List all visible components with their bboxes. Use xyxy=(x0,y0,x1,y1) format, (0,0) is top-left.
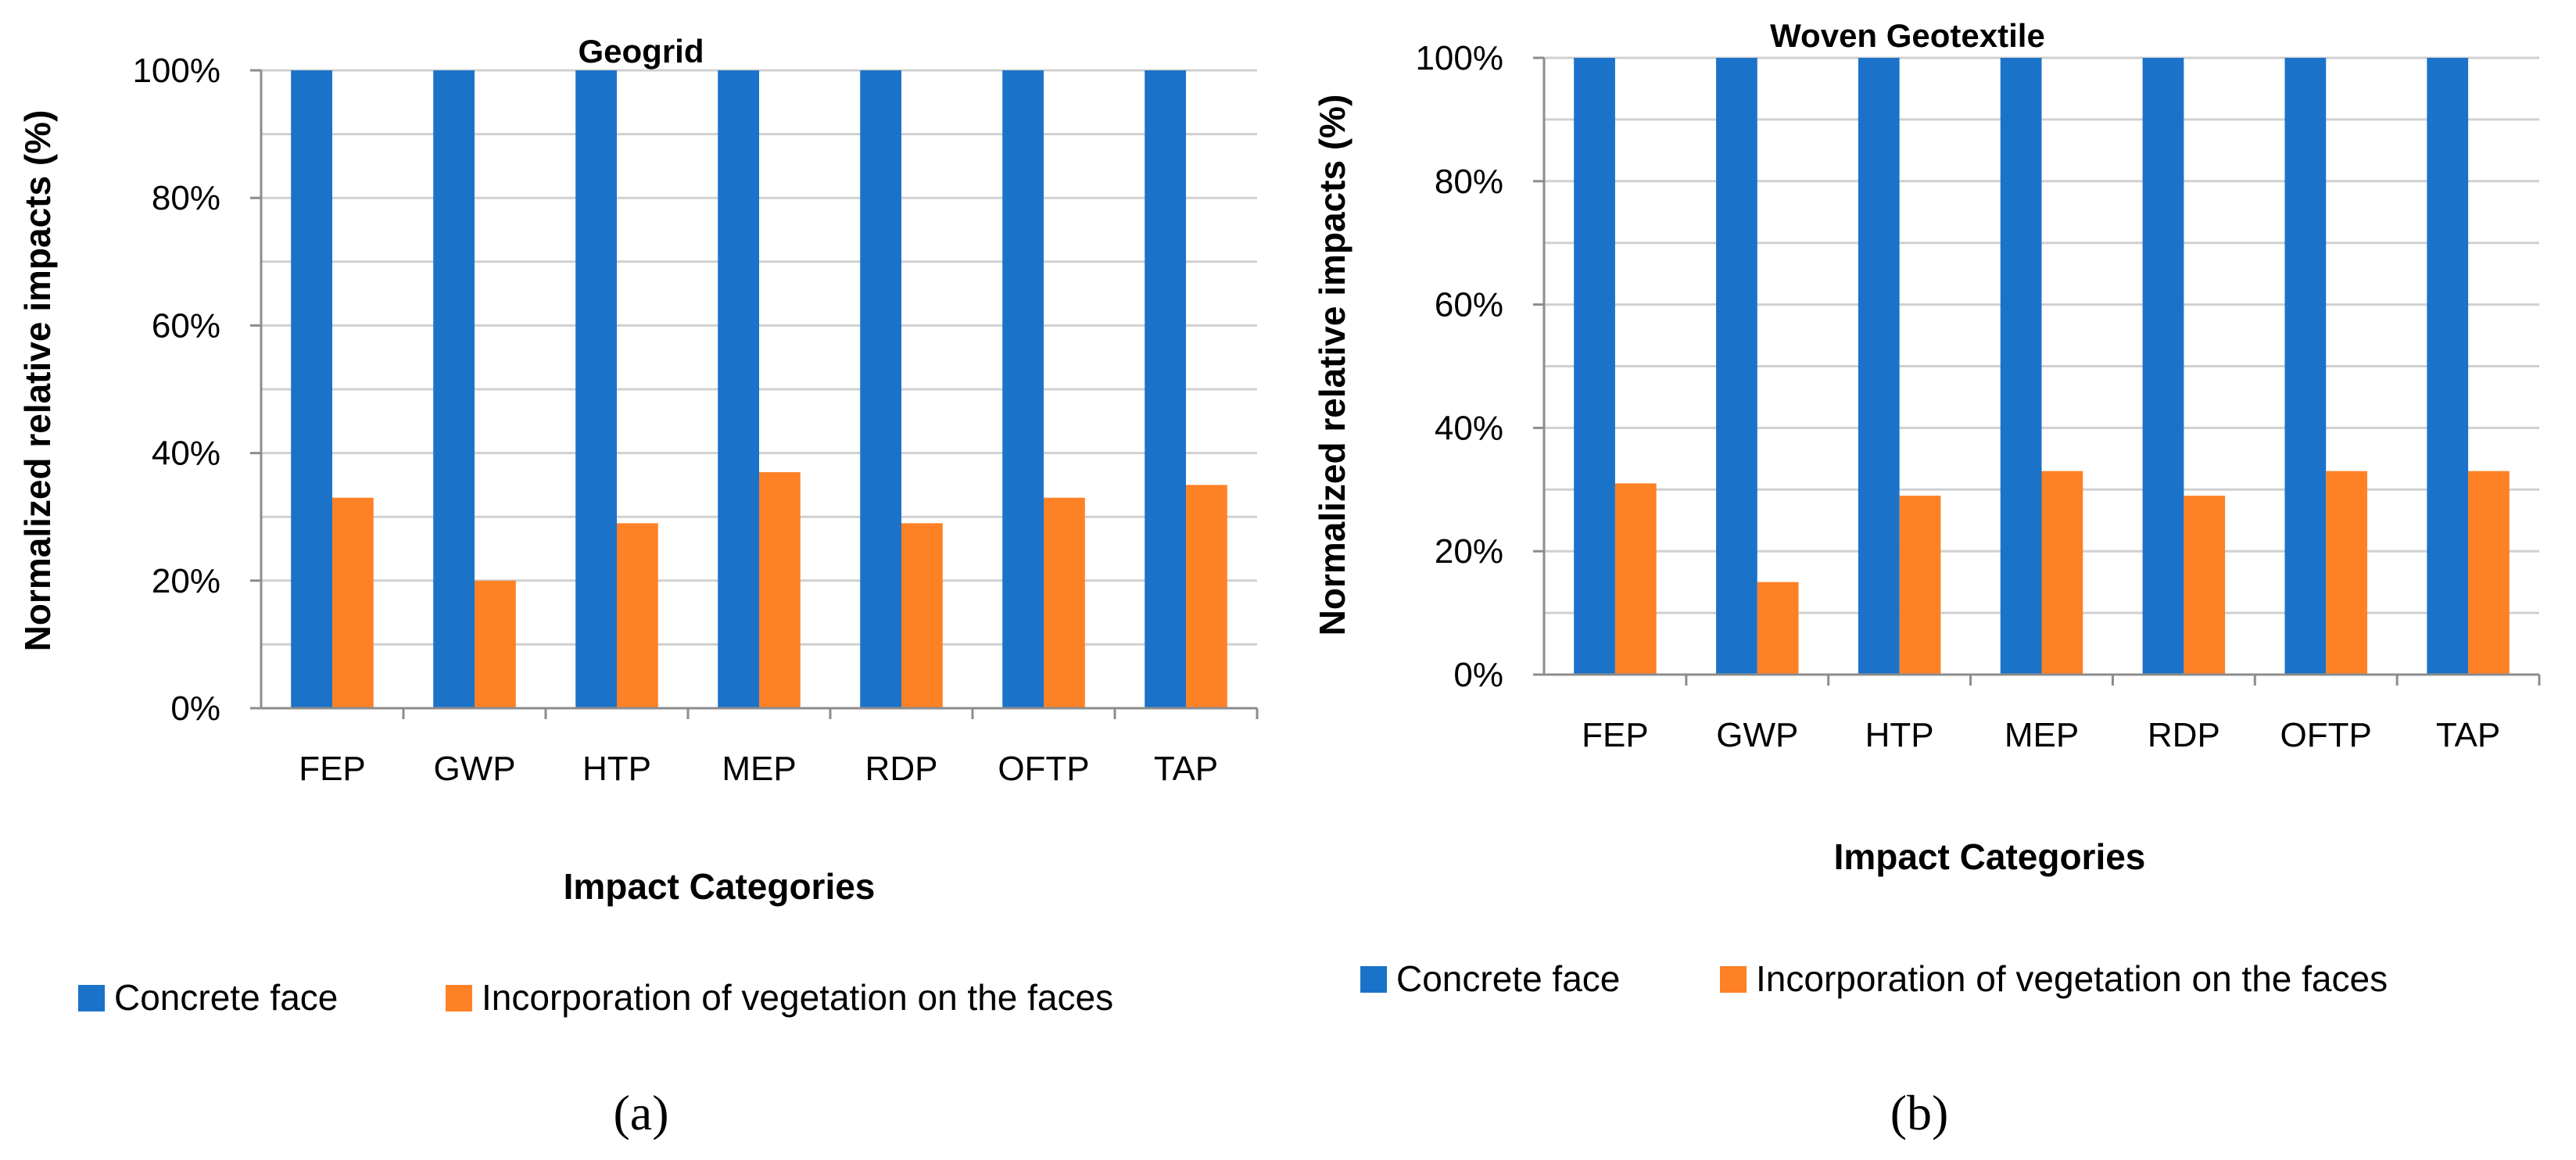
bar-concrete-rdp xyxy=(860,70,901,708)
chart-a-y-axis-title: Normalized relative impacts (%) xyxy=(17,110,58,652)
chart-a-legend-swatch-vegetation xyxy=(446,985,472,1011)
chart-a-legend-label-concrete: Concrete face xyxy=(114,977,338,1018)
bar-vegetation-htp xyxy=(1899,496,1941,675)
chart-b-legend-swatch-concrete xyxy=(1360,966,1387,993)
bar-vegetation-mep xyxy=(2041,471,2083,675)
bar-vegetation-oftp xyxy=(2326,471,2367,675)
category-label-gwp: GWP xyxy=(433,750,515,788)
chart-b-legend-swatch-vegetation xyxy=(1720,966,1747,993)
chart-b-legend-label-concrete: Concrete face xyxy=(1396,958,1620,999)
category-label-htp: HTP xyxy=(582,750,651,788)
category-label-htp: HTP xyxy=(1865,716,1934,754)
category-label-oftp: OFTP xyxy=(2280,716,2372,754)
y-tick-label: 100% xyxy=(1415,39,1503,77)
bar-vegetation-mep xyxy=(759,472,801,708)
chart-a-title: Geogrid xyxy=(578,33,704,70)
bar-concrete-mep xyxy=(718,70,759,708)
y-tick-label: 20% xyxy=(152,562,220,600)
bar-concrete-tap xyxy=(2427,58,2469,675)
chart-b-category-labels: FEP GWP HTP MEP RDP OFTP TAP xyxy=(1582,716,2500,754)
chart-woven-geotextile: Woven Geotextile 0% 20% 40% 60% 80% 100% FEP G… xyxy=(1312,17,2541,1140)
chart-a-category-labels: FEP GWP HTP MEP RDP OFTP TAP xyxy=(299,750,1218,788)
chart-a-axes xyxy=(250,69,1259,719)
bar-vegetation-tap xyxy=(2468,471,2510,675)
chart-b-axes xyxy=(1533,56,2541,686)
chart-a-caption: (a) xyxy=(613,1085,668,1140)
category-label-rdp: RDP xyxy=(865,750,938,788)
chart-a-legend-swatch-concrete xyxy=(78,985,105,1011)
bar-concrete-mep xyxy=(2000,58,2042,675)
category-label-tap: TAP xyxy=(1154,750,1218,788)
bar-concrete-htp xyxy=(1858,58,1900,675)
chart-a-x-axis-title: Impact Categories xyxy=(564,866,876,907)
bar-vegetation-fep xyxy=(1614,483,1657,675)
category-label-fep: FEP xyxy=(1582,716,1649,754)
category-label-tap: TAP xyxy=(2436,716,2500,754)
chart-b-bars xyxy=(1574,58,2510,675)
chart-b-x-axis-title: Impact Categories xyxy=(1834,836,2146,877)
y-tick-label: 40% xyxy=(152,435,220,473)
chart-b-y-tick-labels: 0% 20% 40% 60% 80% 100% xyxy=(1415,39,1503,694)
bar-concrete-gwp xyxy=(433,70,475,708)
bar-concrete-fep xyxy=(1574,58,1615,675)
bar-concrete-gwp xyxy=(1716,58,1757,675)
chart-a-bars xyxy=(291,70,1227,708)
bar-vegetation-gwp xyxy=(475,580,516,708)
y-tick-label: 60% xyxy=(1435,286,1503,324)
bar-concrete-tap xyxy=(1145,70,1186,708)
y-tick-label: 80% xyxy=(1435,163,1503,201)
bar-vegetation-fep xyxy=(332,497,374,708)
chart-a-legend-label-vegetation: Incorporation of vegetation on the faces xyxy=(482,977,1113,1018)
bar-vegetation-gwp xyxy=(1757,582,1799,675)
bar-concrete-oftp xyxy=(1002,70,1044,708)
category-label-oftp: OFTP xyxy=(998,750,1089,788)
chart-a-legend: Concrete face Incorporation of vegetatio… xyxy=(78,977,1113,1018)
category-label-mep: MEP xyxy=(2005,716,2079,754)
bar-vegetation-htp xyxy=(617,523,658,708)
category-label-fep: FEP xyxy=(299,750,366,788)
y-tick-label: 0% xyxy=(1453,656,1503,694)
bar-vegetation-tap xyxy=(1186,485,1227,708)
bar-vegetation-oftp xyxy=(1044,497,1085,708)
chart-geogrid: Geogrid 0% 20% 40% 60% 80% 100% FEP GWP HTP MEP R… xyxy=(17,33,1259,1140)
category-label-gwp: GWP xyxy=(1716,716,1798,754)
bar-vegetation-rdp xyxy=(2184,496,2226,675)
chart-b-legend: Concrete face Incorporation of vegetatio… xyxy=(1360,958,2388,999)
chart-b-caption: (b) xyxy=(1890,1085,1949,1140)
y-tick-label: 60% xyxy=(152,306,220,345)
bar-concrete-oftp xyxy=(2284,58,2327,675)
category-label-mep: MEP xyxy=(722,750,796,788)
chart-a-y-tick-labels: 0% 20% 40% 60% 80% 100% xyxy=(132,52,220,728)
chart-b-y-axis-title: Normalized relative impacts (%) xyxy=(1312,95,1352,636)
y-tick-label: 40% xyxy=(1435,409,1503,447)
y-tick-label: 80% xyxy=(152,179,220,217)
category-label-rdp: RDP xyxy=(2148,716,2220,754)
bar-concrete-rdp xyxy=(2142,58,2184,675)
bar-vegetation-rdp xyxy=(901,523,943,708)
y-tick-label: 20% xyxy=(1435,532,1503,571)
bar-concrete-fep xyxy=(291,70,332,708)
y-tick-label: 100% xyxy=(132,52,220,90)
chart-b-legend-label-vegetation: Incorporation of vegetation on the faces xyxy=(1756,958,2388,999)
y-tick-label: 0% xyxy=(170,689,220,728)
chart-b-title: Woven Geotextile xyxy=(1770,17,2045,54)
bar-concrete-htp xyxy=(575,70,617,708)
